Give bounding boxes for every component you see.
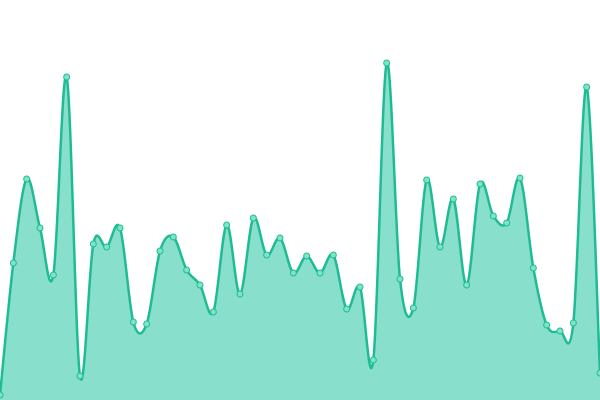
- data-point: [23, 175, 31, 183]
- data-point: [76, 372, 84, 380]
- data-point: [156, 247, 164, 255]
- data-point: [0, 391, 4, 399]
- data-point: [209, 308, 217, 316]
- data-point: [569, 319, 577, 327]
- data-point: [263, 251, 271, 259]
- data-point: [596, 369, 600, 377]
- data-point: [196, 281, 204, 289]
- data-point: [129, 318, 137, 326]
- data-point: [49, 271, 57, 279]
- data-point: [516, 174, 524, 182]
- data-point: [556, 327, 564, 335]
- data-point: [503, 219, 511, 227]
- data-point: [36, 224, 44, 232]
- data-point: [396, 275, 404, 283]
- data-point: [436, 243, 444, 251]
- data-point: [63, 73, 71, 81]
- data-point: [423, 176, 431, 184]
- data-point: [249, 214, 257, 222]
- data-point: [343, 305, 351, 313]
- data-point: [409, 304, 417, 312]
- data-point: [143, 320, 151, 328]
- data-point: [236, 290, 244, 298]
- data-point: [316, 269, 324, 277]
- data-point: [543, 321, 551, 329]
- data-point: [463, 281, 471, 289]
- data-point: [116, 224, 124, 232]
- data-point: [383, 59, 391, 67]
- data-point: [103, 243, 111, 251]
- data-point: [489, 212, 497, 220]
- data-point: [329, 251, 337, 259]
- data-point: [449, 195, 457, 203]
- area-fill: [0, 62, 600, 400]
- data-point: [583, 83, 591, 91]
- data-point: [9, 259, 17, 267]
- data-point: [369, 356, 377, 364]
- data-point: [303, 252, 311, 260]
- data-point: [476, 180, 484, 188]
- data-point: [169, 233, 177, 241]
- data-point: [89, 240, 97, 248]
- data-point: [276, 234, 284, 242]
- data-point: [356, 283, 364, 291]
- data-point: [289, 269, 297, 277]
- data-point: [223, 221, 231, 229]
- data-point: [183, 266, 191, 274]
- data-point: [529, 264, 537, 272]
